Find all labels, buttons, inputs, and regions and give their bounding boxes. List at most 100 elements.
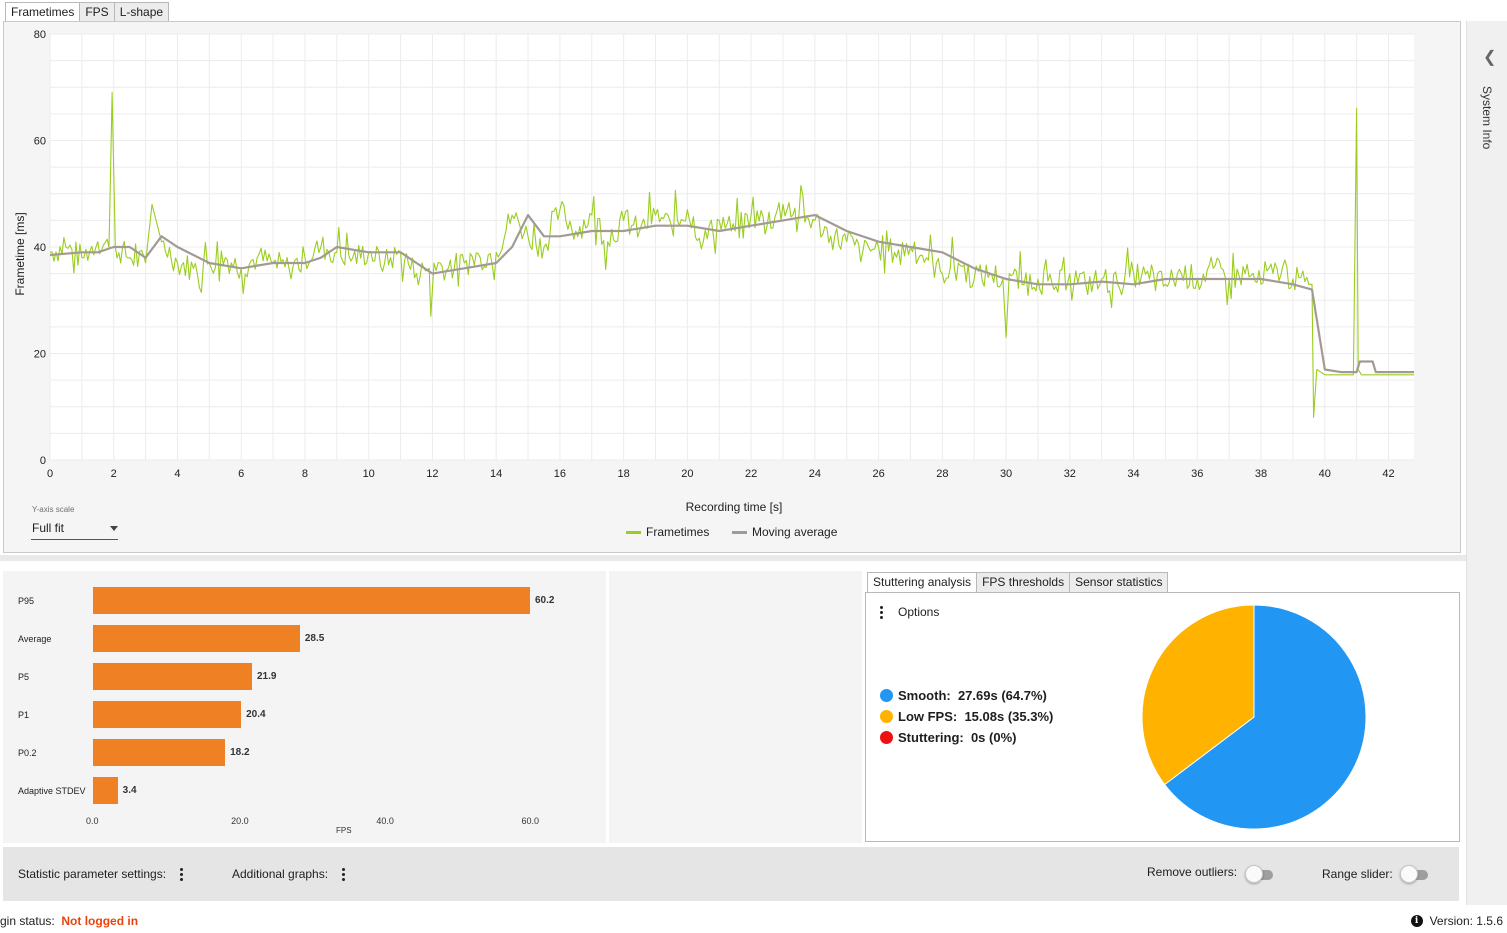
stuttering-dot [880, 731, 893, 744]
x-tick-label: 6 [238, 468, 244, 480]
statistics-bar-chart: P95 60.2 Average 28.5 P5 21.9 P1 20.4 P0.2 18.2 Ad… [3, 571, 606, 843]
remove-outliers-toggle[interactable] [1245, 865, 1275, 883]
x-tick-label: 42 [1382, 468, 1394, 480]
frametime-chart[interactable]: 0 20 40 60 80 0 2 4 6 8 10 12 14 16 18 20 22 24 26 28 30 32 3… [3, 21, 1461, 553]
bar [93, 701, 242, 728]
chart-grid [49, 33, 1414, 461]
additional-graphs[interactable]: Additional graphs: [232, 867, 346, 881]
bar-chart-x-axis-label: FPS [336, 826, 352, 835]
y-axis-scale-select[interactable]: Full fit [31, 519, 118, 540]
options-button[interactable]: Options [880, 605, 939, 619]
toggle-knob [1245, 865, 1263, 883]
bar-value-label: 60.2 [535, 595, 555, 606]
analysis-tabs: Stuttering analysis FPS thresholds Senso… [867, 572, 1169, 593]
login-status: gin status: Not logged in [0, 914, 138, 928]
additional-graphs-label: Additional graphs: [232, 867, 329, 881]
smooth-dot [880, 689, 893, 702]
bar-label: P1 [18, 710, 30, 720]
remove-outliers-label: Remove outliers: [1147, 865, 1238, 879]
more-vertical-icon[interactable] [180, 867, 184, 881]
y-axis-ticks: 0 20 40 60 80 [34, 29, 46, 467]
system-info-label: System Info [1480, 86, 1494, 150]
bottom-toolbar: Statistic parameter settings: Additional… [3, 847, 1459, 901]
tab-fps-thresholds[interactable]: FPS thresholds [976, 572, 1071, 593]
x-tick-label: 28 [936, 468, 948, 480]
chevron-down-icon [110, 526, 118, 531]
y-tick-label: 80 [34, 29, 46, 41]
statistic-settings-label: Statistic parameter settings: [18, 867, 167, 881]
moving-average-swatch [732, 530, 747, 534]
login-status-value[interactable]: Not logged in [61, 914, 139, 928]
bar-value-label: 3.4 [122, 785, 137, 796]
bar-value-label: 28.5 [304, 633, 325, 644]
chart-tabs: Frametimes FPS L-shape [5, 2, 170, 23]
empty-panel [609, 571, 862, 843]
x-tick-label: 26 [872, 468, 884, 480]
legend-stuttering-label: Stuttering: [898, 730, 964, 745]
x-tick-label: 8 [302, 468, 308, 480]
login-status-label: gin status: [0, 914, 55, 928]
stuttering-pie-chart [1141, 604, 1367, 830]
range-slider-toggle[interactable] [1400, 865, 1430, 883]
x-tick-label: 18 [618, 468, 630, 480]
legend-low-fps-label: Low FPS: [898, 709, 958, 724]
info-icon[interactable]: i [1410, 915, 1423, 927]
y-axis-label: Frametime [ms] [13, 212, 27, 295]
more-vertical-icon [880, 605, 884, 619]
y-tick-label: 20 [34, 349, 46, 361]
bar-value-label: 21.9 [256, 671, 277, 682]
legend-stuttering-value: 0s (0%) [970, 730, 1017, 745]
bar-value-label: 18.2 [230, 747, 250, 758]
bar-label: P0.2 [18, 748, 37, 758]
more-vertical-icon[interactable] [342, 867, 346, 881]
version-info: i Version: 1.5.6 [1410, 914, 1503, 928]
tab-stuttering-analysis[interactable]: Stuttering analysis [867, 572, 978, 593]
x-axis-ticks: 0 2 4 6 8 10 12 14 16 18 20 22 24 26 28 30 32 34 36 38 40 42 [47, 468, 1395, 480]
x-tick-label: 32 [1064, 468, 1076, 480]
x-tick-label: 12 [426, 468, 438, 480]
legend-item-moving-average: Moving average [732, 525, 837, 539]
x-tick-label: 16 [554, 468, 566, 480]
pie-slice-low-fps [1141, 604, 1255, 786]
x-tick-label: 4 [174, 468, 180, 480]
version-value: 1.5.6 [1476, 914, 1503, 928]
bar-x-tick-label: 0.0 [86, 816, 99, 826]
x-tick-label: 0 [47, 468, 53, 480]
legend-low-fps-value: 15.08s (35.3%) [964, 709, 1054, 724]
frametimes-swatch [626, 530, 641, 534]
x-tick-label: 30 [1000, 468, 1012, 480]
y-axis-scale-value: Full fit [32, 521, 65, 535]
legend-label-moving-average: Moving average [752, 525, 838, 539]
pie-slice-smooth [1163, 604, 1367, 830]
tab-sensor-statistics[interactable]: Sensor statistics [1069, 572, 1169, 593]
y-tick-label: 60 [34, 136, 46, 148]
bar-label: Adaptive STDEV [18, 786, 86, 796]
low-fps-dot [880, 710, 893, 723]
tab-fps[interactable]: FPS [79, 2, 115, 23]
x-tick-label: 20 [681, 468, 693, 480]
x-tick-label: 2 [111, 468, 117, 480]
tab-l-shape[interactable]: L-shape [113, 2, 170, 23]
bar [93, 663, 252, 690]
statistic-parameter-settings[interactable]: Statistic parameter settings: [18, 867, 184, 881]
x-axis-label: Recording time [s] [686, 500, 783, 514]
y-tick-label: 40 [34, 242, 46, 254]
bar [93, 587, 530, 614]
chevron-left-icon[interactable]: ❮ [1483, 49, 1497, 66]
legend-item-stuttering: Stuttering: 0s (0%) [880, 730, 1016, 745]
x-tick-label: 14 [490, 468, 502, 480]
legend-item-smooth: Smooth: 27.69s (64.7%) [880, 688, 1047, 703]
bar-label: P5 [18, 672, 30, 682]
stuttering-analysis-panel: Options Smooth: 27.69s (64.7%) Low FPS: … [865, 592, 1460, 842]
bar-label: P95 [18, 596, 35, 606]
x-tick-label: 22 [745, 468, 757, 480]
version-label: Version: [1429, 914, 1473, 928]
system-info-sidebar[interactable]: ❮ System Info [1466, 21, 1507, 905]
tab-frametimes[interactable]: Frametimes [5, 2, 81, 23]
x-tick-label: 40 [1319, 468, 1331, 480]
moving-average-series-line [49, 214, 1414, 374]
range-slider-label: Range slider: [1322, 867, 1393, 881]
legend-smooth-label: Smooth: [898, 688, 951, 703]
x-tick-label: 38 [1255, 468, 1267, 480]
